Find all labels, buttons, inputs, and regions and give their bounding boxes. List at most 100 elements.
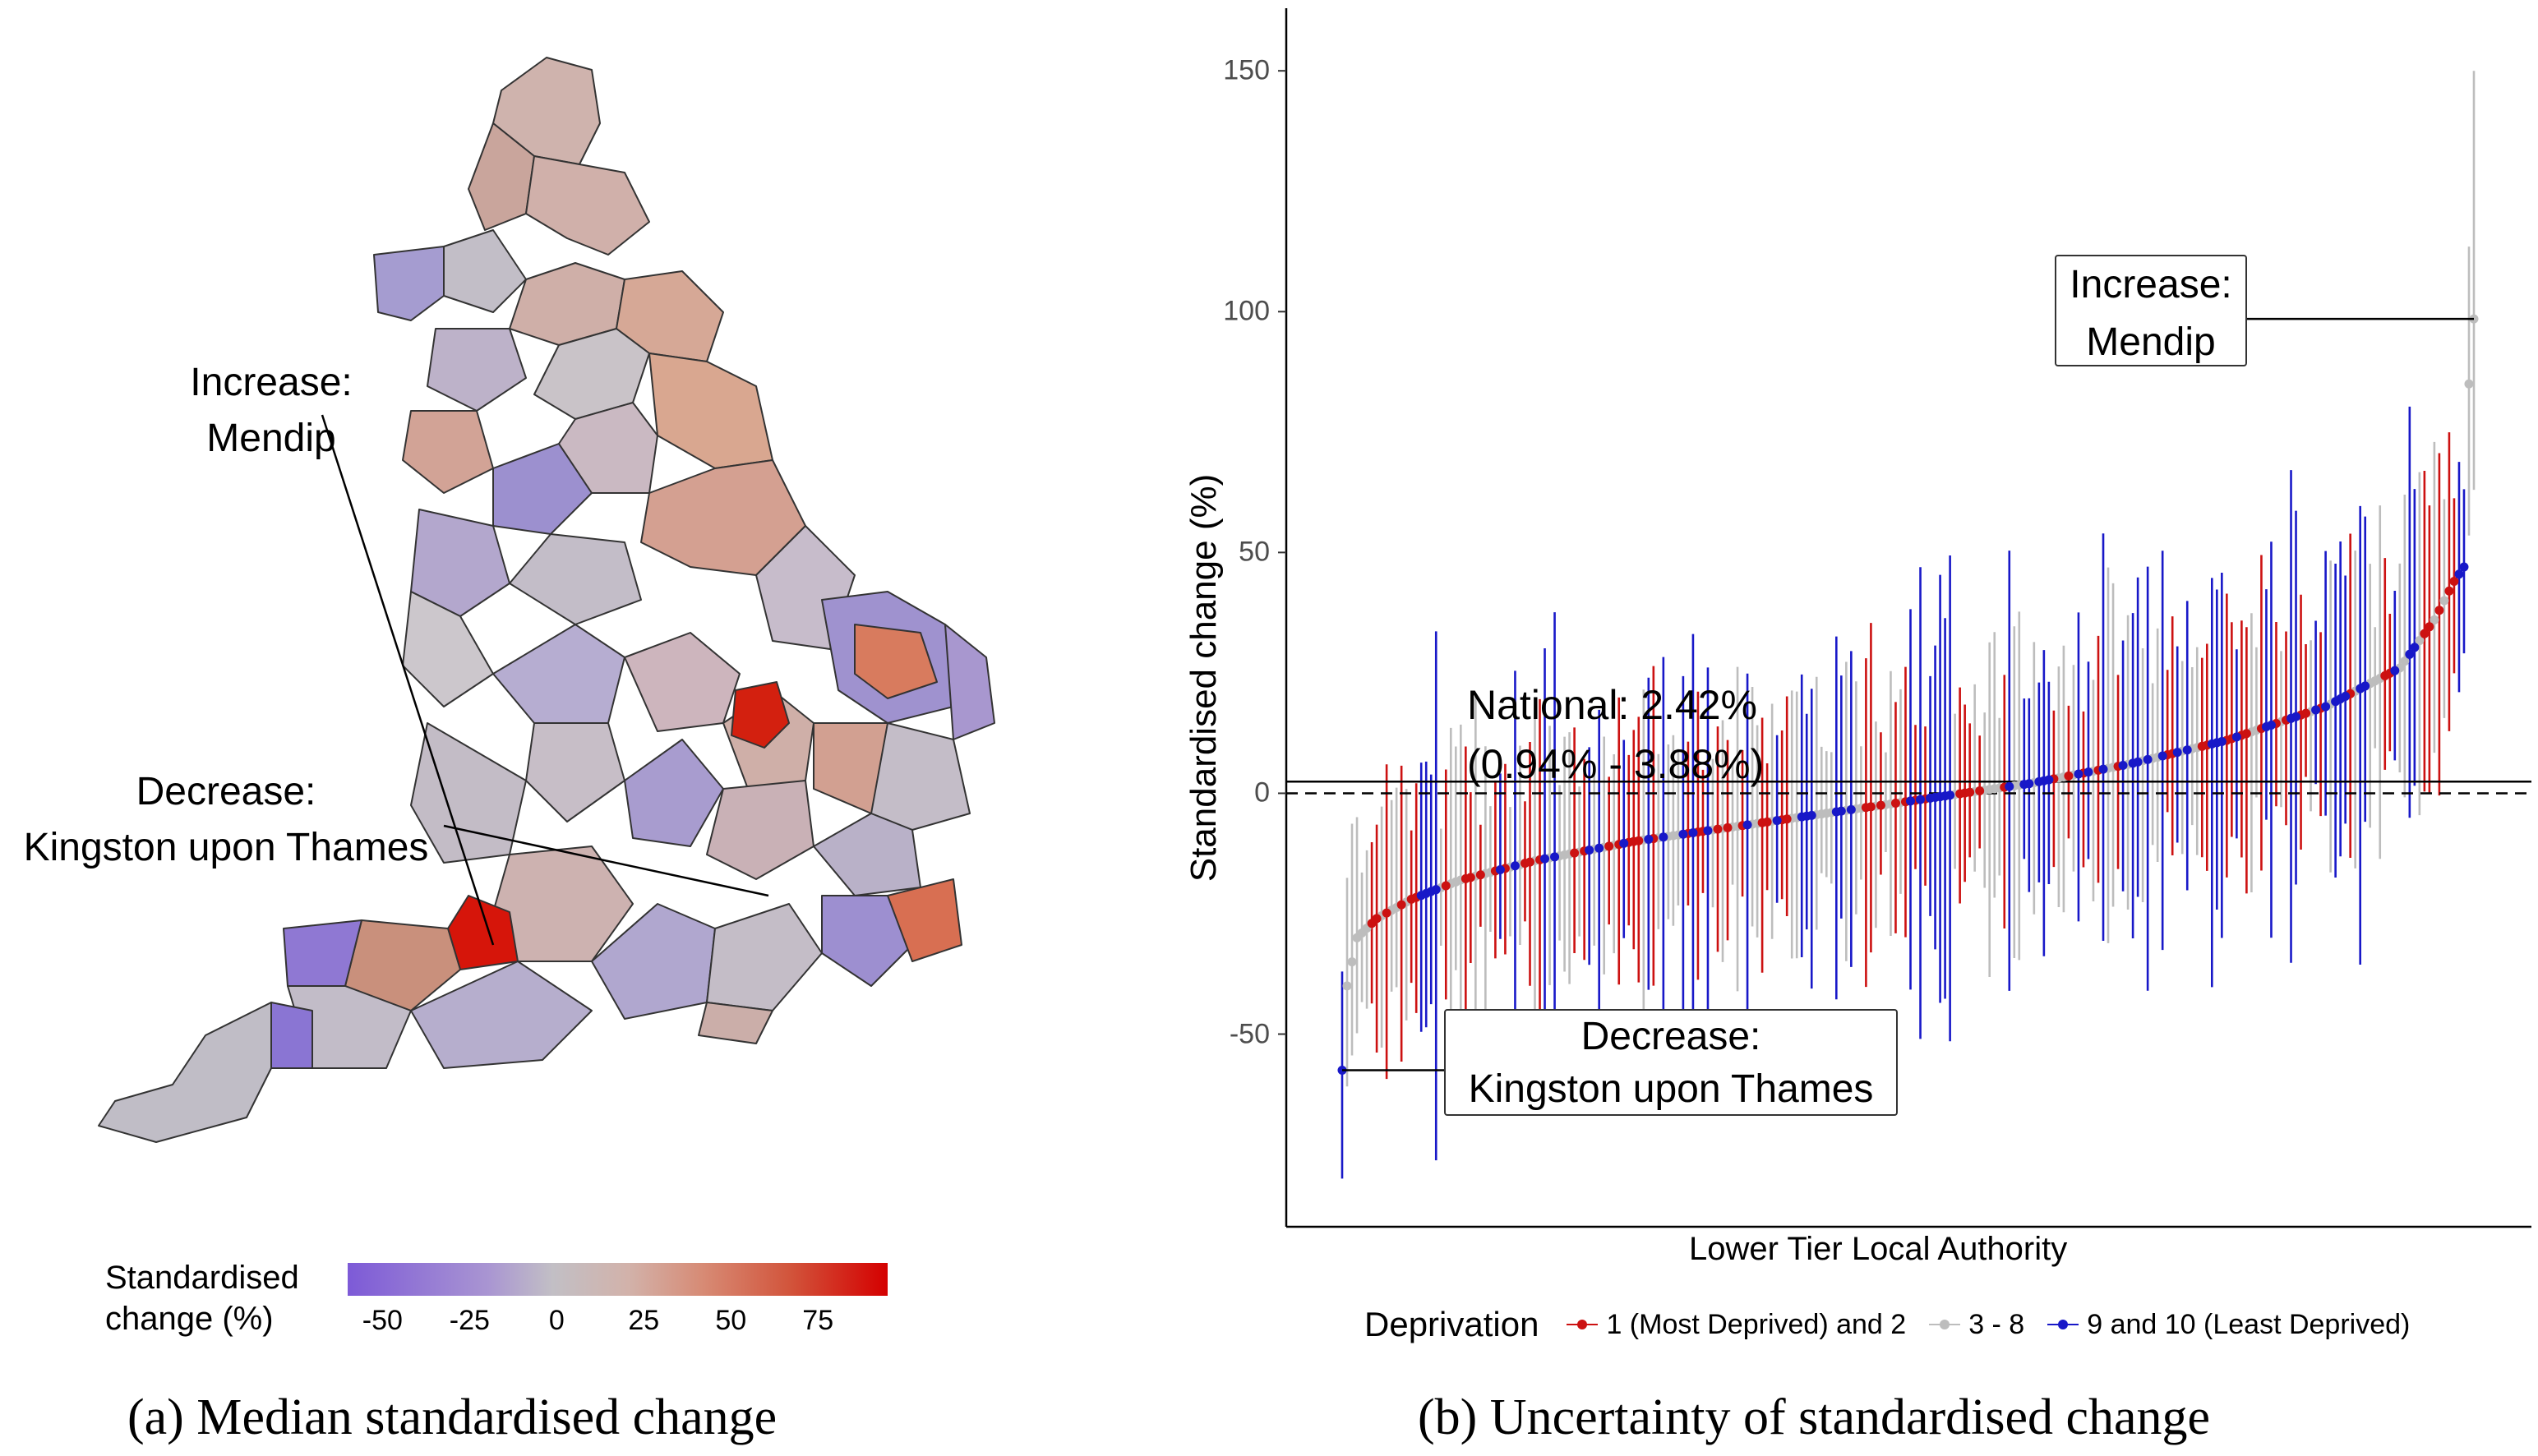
legend-key-most-deprived [1563,1308,1601,1341]
median-point [1975,786,1985,796]
map-increase-line2: Mendip [206,417,336,460]
caption-panel-a: (a) Median standardised change [127,1389,778,1445]
map-region [706,780,814,880]
colorbar [348,1263,888,1296]
median-point [2434,606,2444,615]
map-decrease-leader [443,824,769,897]
map-region [509,533,642,625]
map-region [624,632,741,732]
map-region [813,813,921,896]
median-point [1644,834,1654,844]
chart-errorbars [1341,71,2476,1179]
median-point [2311,705,2321,715]
map-region [402,410,494,494]
chart-decrease-annotation: Decrease: Kingston upon Thames [1444,1009,1898,1116]
median-point [1742,820,1752,830]
colorbar-tick-label: 50 [715,1305,747,1336]
chart-annotation-leaders [1342,317,2474,1071]
map-region [944,624,995,740]
y-tick-label: 150 [1223,54,1270,86]
chart-increase-line1: Increase: [2070,263,2232,306]
median-point [1906,796,1916,806]
median-point [2390,666,2400,675]
median-point [1604,841,1614,851]
median-point [2118,760,2128,770]
median-point [2217,736,2227,746]
median-point [1713,824,1723,834]
map-increase-leader [321,414,495,946]
median-point [2360,681,2370,691]
median-point [1525,857,1534,867]
legend-key-middle [1926,1308,1963,1341]
median-point [2444,586,2454,596]
map-region [525,722,625,822]
median-point [2439,596,2449,606]
map-region [525,155,650,256]
map-region [373,246,445,321]
median-point [1619,838,1629,848]
median-point [1678,829,1688,839]
median-point [2405,649,2415,659]
median-point [2266,721,2276,730]
colorbar-title-line2: change (%) [105,1301,274,1337]
median-point [1703,826,1713,836]
median-point [1876,800,1885,810]
national-line2: (0.94% - 3.88%) [1467,741,1765,787]
y-tick-label: 50 [1239,536,1270,568]
map-region [854,624,938,699]
map-region [410,961,593,1069]
map-region [731,681,790,749]
median-point [2464,379,2474,389]
map-increase-line1: Increase: [190,361,353,404]
map-region [410,722,527,864]
median-point [2341,691,2351,701]
median-point [2098,764,2108,774]
median-point [1762,817,1772,827]
x-axis-title: Lower Tier Local Authority [1689,1231,2068,1267]
map-region [870,722,971,831]
median-point [1342,981,1352,991]
national-line1: National: 2.42% [1467,682,1758,728]
median-point [2400,657,2410,666]
median-point [2449,577,2459,587]
median-point [1431,885,1441,895]
median-point [1585,845,1594,855]
caption-panel-b: (b) Uncertainty of standardised change [1418,1389,2211,1445]
chart-points [1337,314,2479,1075]
median-point [1965,787,1975,797]
colorbar-tick-label: 25 [628,1305,660,1336]
map-decrease-annotation: Decrease: Kingston upon Thames [0,764,452,876]
chart-axes [1278,8,2531,1228]
chart-decrease-line2: Kingston upon Thames [1468,1067,1874,1111]
median-point [1772,816,1782,826]
map-region [492,624,625,724]
map-decrease-line2: Kingston upon Thames [23,826,429,869]
median-point [1594,843,1604,853]
england-map [98,57,995,1143]
legend-label-least-deprived: 9 and 10 (Least Deprived) [2087,1308,2411,1340]
median-point [2454,569,2464,579]
colorbar-tick-label: 0 [548,1305,565,1336]
colorbar-tick-label: -25 [449,1305,490,1336]
colorbar-tick-label: -50 [362,1305,403,1336]
median-point [2291,712,2301,721]
median-point [2182,745,2192,755]
median-point [1347,957,1357,967]
median-point [2430,615,2439,624]
median-point [1723,822,1733,832]
median-point [1570,848,1580,858]
median-point [2301,708,2311,718]
map-region [402,591,494,707]
median-point [1890,798,1900,808]
median-point [2133,757,2143,767]
y-axis-title: Standardised change (%) [1184,473,1224,882]
legend-label-middle: 3 - 8 [1968,1308,2025,1340]
legend-key-least-deprived [2044,1308,2082,1341]
y-tick-label: 0 [1254,776,1270,809]
map-region [887,878,962,962]
map-region [624,739,724,847]
median-point [2321,702,2331,712]
median-point [1916,795,1926,804]
